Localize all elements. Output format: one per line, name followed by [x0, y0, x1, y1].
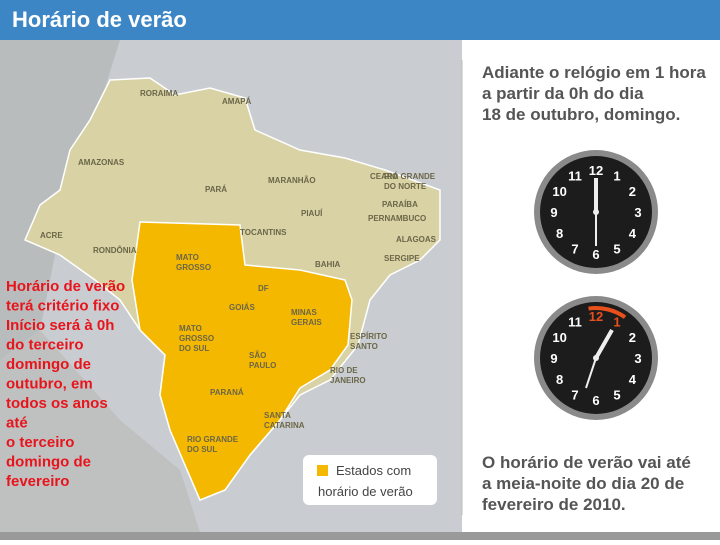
clock-numeral: 1 — [613, 169, 620, 184]
clock-numeral: 2 — [629, 330, 636, 345]
panel-text: a partir da 0h do dia — [482, 84, 644, 103]
state-label: RIO GRANDE — [187, 435, 239, 444]
side-panel: Adiante o relógio em 1 hora a partir da 0… — [482, 63, 706, 514]
clock-numeral: 9 — [550, 205, 557, 220]
state-label: AMAPÁ — [222, 97, 252, 106]
note-line: do terceiro — [6, 337, 84, 354]
clock-numeral: 6 — [592, 393, 599, 408]
state-label: PAULO — [249, 361, 276, 370]
state-label: GERAIS — [291, 318, 322, 327]
clock-arrow — [588, 306, 627, 319]
state-label: DO SUL — [179, 344, 209, 353]
note-line: todos os anos — [6, 395, 108, 412]
state-label: MATO — [176, 253, 199, 262]
clock-numeral: 2 — [629, 184, 636, 199]
state-label: BAHIA — [315, 260, 341, 269]
state-label: ALAGOAS — [396, 235, 437, 244]
state-label: RORAIMA — [140, 89, 178, 98]
clock-numeral: 4 — [629, 226, 637, 241]
note-line: Horário de verão — [6, 278, 125, 295]
state-label: PARÁ — [205, 185, 227, 194]
legend-text: Estados com — [336, 463, 411, 478]
state-label: TOCANTINS — [240, 228, 287, 237]
clock-numeral: 9 — [550, 351, 557, 366]
state-label: RIO GRANDE — [384, 172, 436, 181]
state-label: SANTA — [264, 411, 291, 420]
clock-numeral: 12 — [589, 309, 603, 324]
note-line: o terceiro — [6, 434, 74, 451]
clock-numeral: 11 — [568, 315, 582, 330]
state-label: DO NORTE — [384, 182, 427, 191]
note-line: Início será à 0h — [6, 317, 114, 334]
clock-numeral: 5 — [613, 387, 620, 402]
clock-numeral: 4 — [629, 372, 637, 387]
clock-hand — [585, 357, 597, 389]
legend-text: horário de verão — [318, 484, 413, 499]
state-label: DO SUL — [187, 445, 217, 454]
panel-text: Adiante o relógio em 1 hora — [482, 63, 706, 82]
clock-hand — [594, 329, 614, 359]
legend-box — [303, 455, 437, 505]
note-line: outubro, em — [6, 376, 93, 393]
clock-numeral: 10 — [552, 184, 566, 199]
state-label: GOIÁS — [229, 303, 255, 312]
clock-numeral: 8 — [556, 372, 563, 387]
panel-text: fevereiro de 2010. — [482, 495, 626, 514]
neighbor-land — [0, 330, 200, 532]
state-label: DF — [258, 284, 269, 293]
state-label: AMAZONAS — [78, 158, 125, 167]
state-label: PERNAMBUCO — [368, 214, 426, 223]
state-label: GROSSO — [179, 334, 214, 343]
dst-states — [131, 221, 353, 501]
state-label: GROSSO — [176, 263, 211, 272]
state-label: PARANÁ — [210, 388, 244, 397]
state-label: MARANHÃO — [268, 176, 316, 185]
clock-numeral: 3 — [634, 351, 641, 366]
panel-text: 18 de outubro, domingo. — [482, 105, 680, 124]
clock-numeral: 1 — [613, 315, 620, 330]
header-title: Horário de verão — [12, 7, 187, 32]
clock-pin — [593, 355, 599, 361]
state-label: ESPÍRITO — [350, 332, 387, 341]
state-label: JANEIRO — [330, 376, 366, 385]
state-label: CATARINA — [264, 421, 305, 430]
note-line: fevereiro — [6, 473, 69, 490]
clock-numeral: 7 — [571, 387, 578, 402]
state-label: ACRE — [40, 231, 63, 240]
panel-text: O horário de verão vai até — [482, 453, 691, 472]
note-line: terá critério fixo — [6, 298, 119, 315]
clock-numeral: 10 — [552, 330, 566, 345]
state-label: CEARÁ — [370, 172, 399, 181]
state-label: PIAUÍ — [301, 209, 323, 218]
note-line: até — [6, 415, 28, 432]
state-label: MATO — [179, 324, 202, 333]
state-label: RONDÔNIA — [93, 246, 137, 255]
state-label: SÃO — [249, 351, 266, 360]
state-label: PARAÍBA — [382, 200, 418, 209]
clock-numeral: 3 — [634, 205, 641, 220]
clock-numeral: 5 — [613, 241, 620, 256]
state-label: SERGIPE — [384, 254, 420, 263]
panel-text: a meia-noite do dia 20 de — [482, 474, 684, 493]
clock-numeral: 12 — [589, 163, 603, 178]
state-label: MINAS — [291, 308, 317, 317]
header-bar — [0, 0, 720, 40]
clock-numeral: 6 — [592, 247, 599, 262]
clock-numeral: 8 — [556, 226, 563, 241]
clock-pin — [593, 209, 599, 215]
note: Horário de verão terá critério fixo Início… — [6, 278, 125, 490]
legend-swatch — [317, 465, 328, 476]
state-label: SANTO — [350, 342, 378, 351]
clock-numeral: 7 — [571, 241, 578, 256]
clock-numeral: 11 — [568, 169, 582, 184]
state-label: RIO DE — [330, 366, 358, 375]
note-line: domingo de — [6, 356, 91, 373]
note-line: domingo de — [6, 454, 91, 471]
footer-bar — [0, 532, 720, 540]
